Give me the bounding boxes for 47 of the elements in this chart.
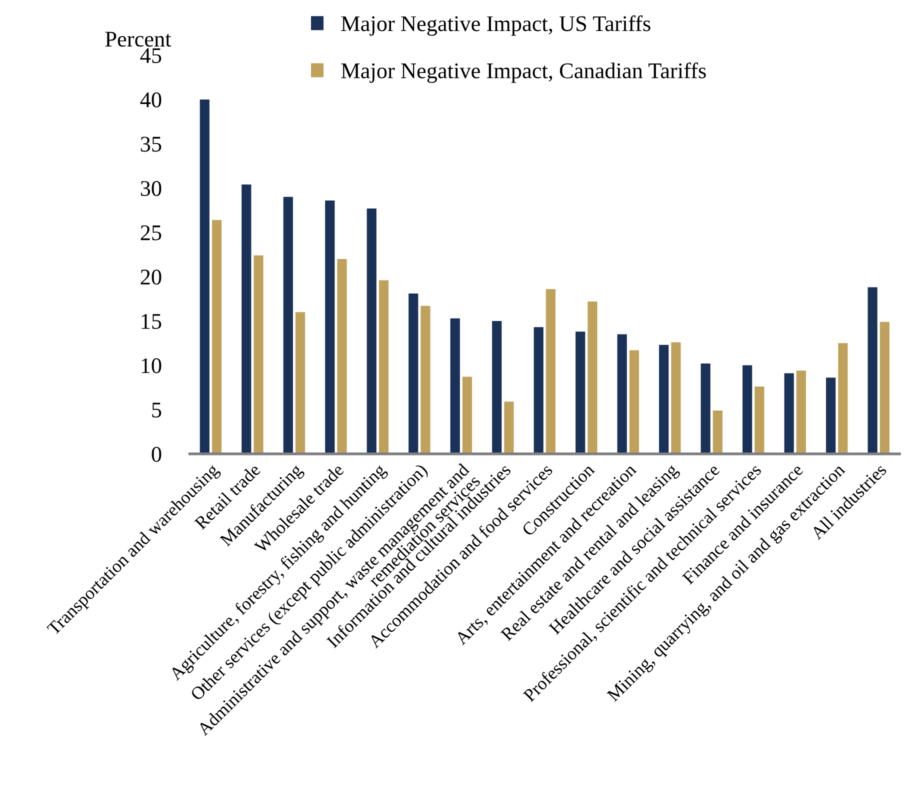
bar — [254, 255, 264, 454]
bar — [868, 287, 878, 454]
y-tick-label: 15 — [142, 314, 162, 329]
bar — [796, 370, 806, 454]
bar — [337, 258, 347, 454]
bar — [420, 306, 430, 454]
bar — [492, 320, 502, 454]
bar — [617, 334, 627, 454]
bar — [742, 365, 752, 454]
bar — [671, 342, 681, 454]
bar — [838, 343, 848, 454]
bar — [629, 350, 639, 454]
bar — [784, 373, 794, 454]
y-tick-label: 0 — [152, 446, 162, 462]
legend-label: Major Negative Impact, Canadian Tariffs — [341, 62, 706, 83]
bar — [588, 301, 598, 454]
y-tick-label: 10 — [142, 358, 162, 374]
bar — [546, 289, 556, 454]
bar — [242, 184, 252, 454]
bar — [576, 332, 586, 454]
y-tick-label: 45 — [140, 48, 162, 64]
legend-label: Major Negative Impact, US Tariffs — [341, 15, 650, 36]
bar — [283, 196, 293, 454]
bar — [408, 294, 418, 454]
bar — [212, 220, 222, 454]
y-tick-label: 35 — [140, 136, 162, 152]
bar — [295, 312, 306, 454]
bar — [754, 386, 764, 454]
bar — [200, 99, 210, 454]
y-tick-label: 20 — [140, 270, 162, 285]
bar — [366, 208, 376, 454]
bar — [462, 376, 472, 454]
bar — [378, 280, 389, 454]
bar — [880, 322, 890, 454]
bar — [826, 378, 836, 454]
bar — [450, 318, 460, 454]
y-tick-label: 40 — [140, 92, 162, 108]
bar — [325, 200, 335, 454]
bar — [504, 402, 514, 454]
y-tick-label: 25 — [140, 225, 162, 240]
y-tick-label: 30 — [140, 181, 162, 196]
y-tick-label: 5 — [152, 402, 162, 418]
bar — [700, 364, 710, 454]
bar — [712, 410, 722, 454]
bar — [659, 344, 669, 454]
y-axis-title: Percent — [105, 32, 172, 47]
bar — [534, 327, 544, 454]
